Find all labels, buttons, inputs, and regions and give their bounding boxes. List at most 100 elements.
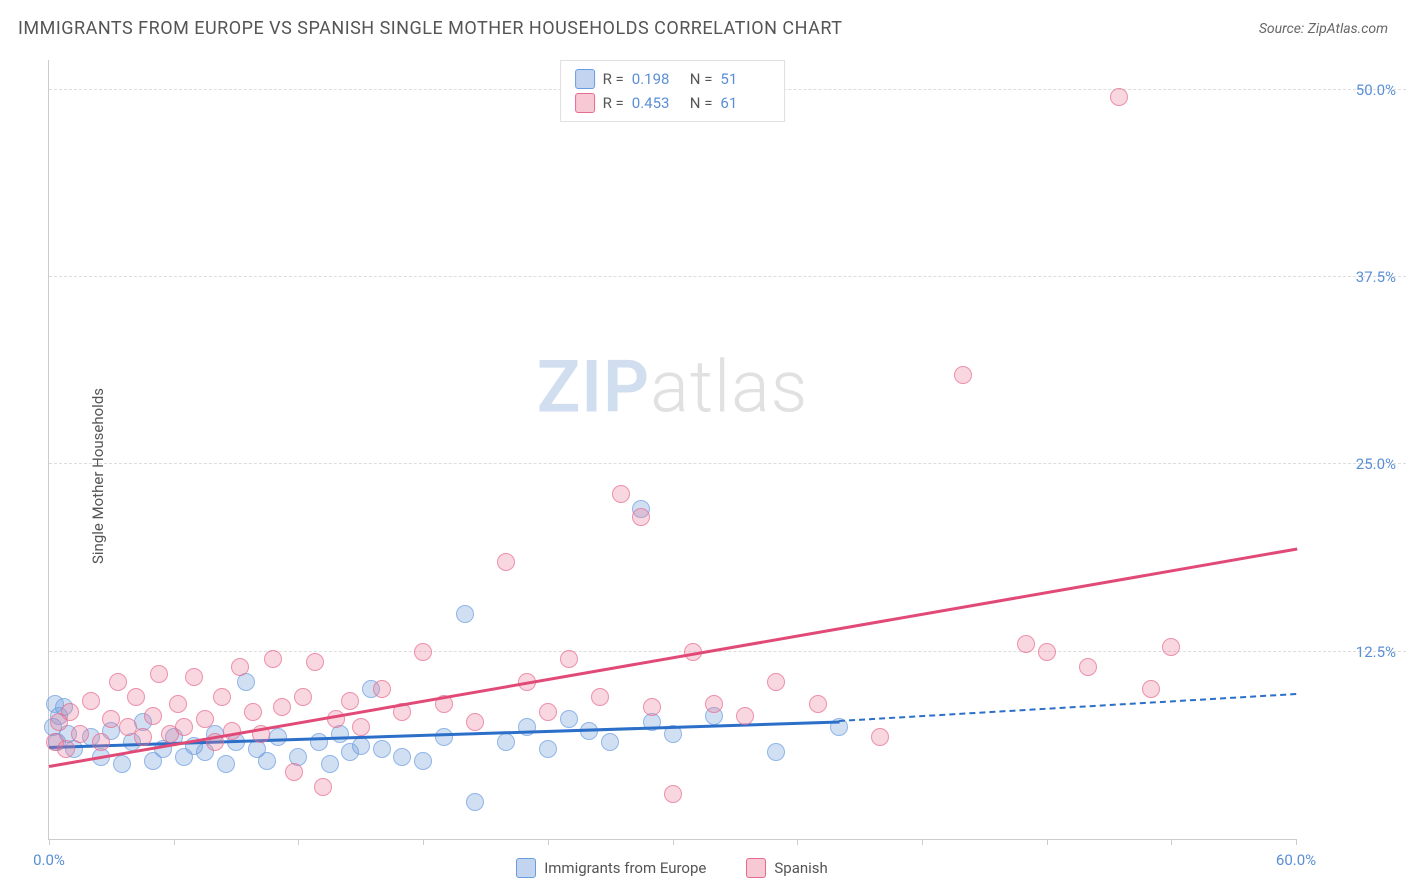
scatter-point bbox=[306, 653, 324, 671]
scatter-point bbox=[169, 695, 187, 713]
scatter-point bbox=[1162, 638, 1180, 656]
scatter-point bbox=[213, 688, 231, 706]
scatter-point bbox=[539, 703, 557, 721]
xtick bbox=[797, 839, 798, 845]
legend-bottom-item-0: Immigrants from Europe bbox=[516, 858, 706, 878]
scatter-point bbox=[321, 755, 339, 773]
scatter-point bbox=[244, 703, 262, 721]
scatter-point bbox=[150, 665, 168, 683]
scatter-point bbox=[497, 733, 515, 751]
scatter-point bbox=[643, 698, 661, 716]
plot-area: ZIPatlas R = 0.198 N = 51 R = 0.453 N = … bbox=[48, 60, 1296, 840]
chart-wrap: Single Mother Households ZIPatlas R = 0.… bbox=[0, 60, 1406, 892]
scatter-point bbox=[497, 553, 515, 571]
legend-bottom-item-1: Spanish bbox=[746, 858, 827, 878]
scatter-point bbox=[1110, 88, 1128, 106]
scatter-point bbox=[560, 710, 578, 728]
legend-r-label: R = bbox=[603, 94, 624, 112]
scatter-point bbox=[601, 733, 619, 751]
scatter-point bbox=[352, 737, 370, 755]
scatter-point bbox=[185, 668, 203, 686]
xtick bbox=[548, 839, 549, 845]
legend-row-series-0: R = 0.198 N = 51 bbox=[575, 67, 771, 91]
source-prefix: Source: bbox=[1259, 21, 1308, 37]
legend-bottom-label-0: Immigrants from Europe bbox=[544, 859, 706, 877]
xtick bbox=[922, 839, 923, 845]
scatter-point bbox=[258, 752, 276, 770]
ytick-label: 50.0% bbox=[1356, 81, 1396, 99]
xtick bbox=[1047, 839, 1048, 845]
legend-swatch-series-1 bbox=[575, 93, 595, 113]
scatter-point bbox=[1079, 658, 1097, 676]
gridline-h bbox=[49, 463, 1406, 464]
scatter-point bbox=[231, 658, 249, 676]
scatter-point bbox=[127, 688, 145, 706]
legend-n-label: N = bbox=[690, 70, 713, 88]
legend-row-series-1: R = 0.453 N = 61 bbox=[575, 91, 771, 115]
scatter-point bbox=[196, 710, 214, 728]
source-label: Source: ZipAtlas.com bbox=[1259, 21, 1388, 37]
scatter-point bbox=[736, 707, 754, 725]
ytick-label: 37.5% bbox=[1356, 268, 1396, 286]
legend-r-value-0: 0.198 bbox=[632, 70, 682, 88]
ytick-label: 12.5% bbox=[1356, 643, 1396, 661]
scatter-point bbox=[113, 755, 131, 773]
xtick bbox=[423, 839, 424, 845]
scatter-point bbox=[352, 718, 370, 736]
scatter-point bbox=[1142, 680, 1160, 698]
legend-bottom-label-1: Spanish bbox=[774, 859, 827, 877]
legend-bottom: Immigrants from Europe Spanish bbox=[48, 858, 1296, 878]
gridline-h bbox=[49, 276, 1406, 277]
scatter-point bbox=[560, 650, 578, 668]
scatter-point bbox=[809, 695, 827, 713]
watermark-zip: ZIP bbox=[537, 345, 650, 430]
scatter-point bbox=[57, 740, 75, 758]
scatter-point bbox=[414, 752, 432, 770]
scatter-point bbox=[456, 605, 474, 623]
legend-r-value-1: 0.453 bbox=[632, 94, 682, 112]
scatter-point bbox=[273, 698, 291, 716]
scatter-point bbox=[102, 710, 120, 728]
scatter-point bbox=[109, 673, 127, 691]
legend-swatch-series-0 bbox=[575, 69, 595, 89]
legend-n-value-0: 51 bbox=[720, 70, 770, 88]
xtick bbox=[174, 839, 175, 845]
legend-n-label: N = bbox=[690, 94, 713, 112]
xtick bbox=[1296, 839, 1297, 845]
scatter-point bbox=[285, 763, 303, 781]
scatter-point bbox=[539, 740, 557, 758]
scatter-point bbox=[294, 688, 312, 706]
scatter-point bbox=[310, 733, 328, 751]
scatter-point bbox=[82, 692, 100, 710]
scatter-point bbox=[373, 740, 391, 758]
title-row: IMMIGRANTS FROM EUROPE VS SPANISH SINGLE… bbox=[18, 18, 1388, 39]
watermark-atlas: atlas bbox=[650, 345, 808, 430]
scatter-point bbox=[175, 718, 193, 736]
legend-n-value-1: 61 bbox=[720, 94, 770, 112]
scatter-point bbox=[435, 728, 453, 746]
scatter-point bbox=[612, 485, 630, 503]
scatter-point bbox=[767, 743, 785, 761]
scatter-point bbox=[92, 733, 110, 751]
xtick bbox=[49, 839, 50, 845]
scatter-point bbox=[466, 713, 484, 731]
scatter-point bbox=[341, 692, 359, 710]
ytick-label: 25.0% bbox=[1356, 455, 1396, 473]
scatter-point bbox=[264, 650, 282, 668]
scatter-point bbox=[871, 728, 889, 746]
scatter-point bbox=[1017, 635, 1035, 653]
legend-bottom-swatch-0 bbox=[516, 858, 536, 878]
scatter-point bbox=[954, 366, 972, 384]
scatter-point bbox=[269, 728, 287, 746]
scatter-point bbox=[632, 508, 650, 526]
scatter-point bbox=[664, 785, 682, 803]
legend-r-label: R = bbox=[603, 70, 624, 88]
scatter-point bbox=[767, 673, 785, 691]
gridline-h bbox=[49, 651, 1406, 652]
scatter-point bbox=[61, 703, 79, 721]
scatter-point bbox=[134, 728, 152, 746]
chart-title: IMMIGRANTS FROM EUROPE VS SPANISH SINGLE… bbox=[18, 18, 843, 39]
source-text: ZipAtlas.com bbox=[1308, 21, 1388, 37]
scatter-point bbox=[373, 680, 391, 698]
xtick bbox=[298, 839, 299, 845]
